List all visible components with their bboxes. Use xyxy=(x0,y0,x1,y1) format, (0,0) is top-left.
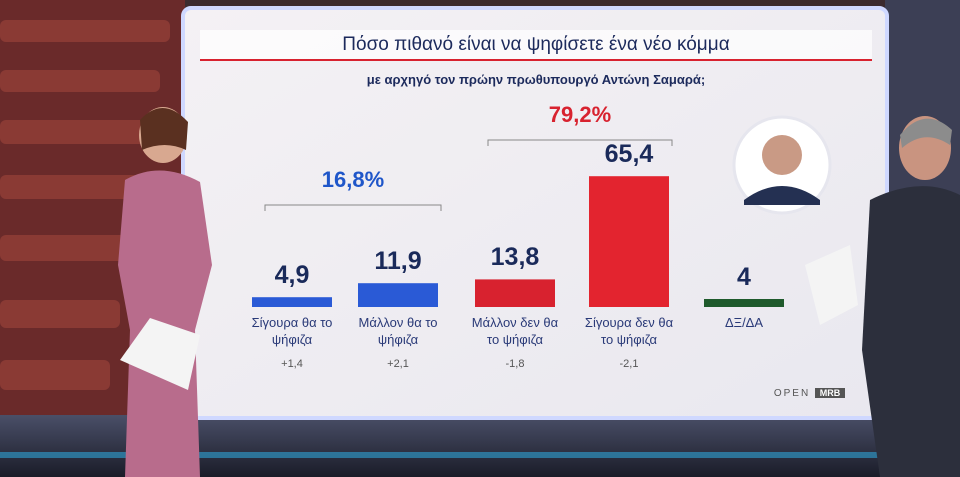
category-label: Μάλλον δεν θα το ψήφιζα xyxy=(471,315,559,347)
logo: MRB xyxy=(815,388,845,398)
bar xyxy=(589,176,669,307)
bar xyxy=(358,283,438,307)
category-label: Σίγουρα θα το ψήφιζα xyxy=(251,315,333,347)
category-label: ΔΞ/ΔΑ xyxy=(724,315,764,330)
value-label: 4,9 xyxy=(274,261,310,290)
paper-left xyxy=(120,318,200,390)
bar xyxy=(252,297,332,307)
paper-right xyxy=(805,245,858,325)
logo: OPEN xyxy=(773,388,811,399)
change-label: +2,1 xyxy=(387,358,409,370)
category-label: Μάλλον θα το ψήφιζα xyxy=(358,315,438,347)
portrait-face xyxy=(762,135,802,175)
chart-title: Πόσο πιθανό είναι να ψηφίσετε ένα νέο κό… xyxy=(342,34,730,55)
group-label: 79,2% xyxy=(548,102,612,127)
change-label: -1,8 xyxy=(505,358,525,370)
portrait-suit xyxy=(744,186,820,205)
category-label: Σίγουρα δεν θα το ψήφιζα xyxy=(584,315,674,347)
floor-light xyxy=(0,452,960,458)
bar xyxy=(475,279,555,307)
group-bracket xyxy=(264,204,442,211)
value-label: 11,9 xyxy=(374,247,422,276)
change-label: -2,1 xyxy=(619,358,639,370)
value-label: 4 xyxy=(737,263,751,291)
change-label: +1,4 xyxy=(281,358,303,370)
title-band xyxy=(200,30,872,60)
chart-subtitle: με αρχηγό τον πρώην πρωθυπουργό Αντώνη Σ… xyxy=(366,72,706,87)
bar xyxy=(704,299,784,307)
presenter-right xyxy=(862,116,960,477)
value-label: 13,8 xyxy=(490,243,540,272)
value-label: 65,4 xyxy=(604,140,654,169)
seats xyxy=(0,20,170,390)
group-label: 16,8% xyxy=(321,167,385,192)
group-bracket xyxy=(487,139,673,146)
